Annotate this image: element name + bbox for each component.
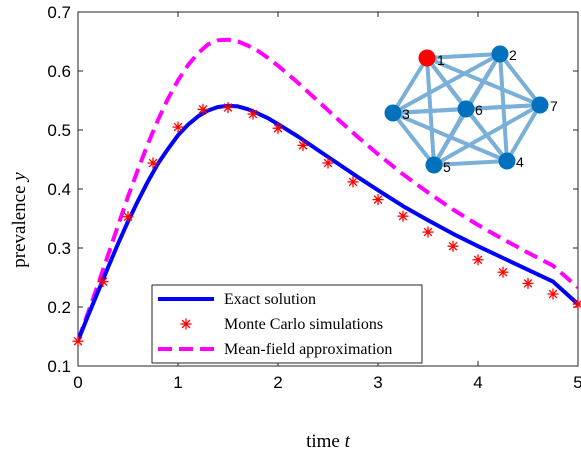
network-node-4 — [498, 152, 516, 170]
monte-carlo-point — [272, 122, 284, 134]
y-tick-label: 0.4 — [47, 180, 71, 199]
x-tick-label: 4 — [473, 373, 482, 392]
network-edge — [465, 103, 541, 111]
network-node-label: 4 — [516, 154, 524, 170]
network-edge — [433, 159, 508, 167]
network-edge — [426, 52, 501, 60]
network-node-1 — [418, 49, 436, 67]
network-node-5 — [425, 156, 443, 174]
network-edge — [433, 103, 541, 167]
x-axis-label: time t — [306, 431, 351, 452]
network-node-6 — [457, 100, 475, 118]
monte-carlo-point — [97, 276, 109, 288]
monte-carlo-point — [72, 335, 84, 347]
network-node-label: 3 — [402, 106, 410, 122]
monte-carlo-point — [372, 194, 384, 206]
x-tick-label: 2 — [273, 373, 282, 392]
network-edge — [391, 111, 436, 167]
monte-carlo-point — [447, 240, 459, 252]
monte-carlo-point — [522, 277, 534, 289]
network-node-7 — [531, 96, 549, 114]
monte-carlo-point — [547, 288, 559, 300]
network-node-label: 5 — [443, 159, 451, 175]
series-mean-field-approximation — [78, 37, 578, 342]
monte-carlo-point — [472, 254, 484, 266]
series-exact-solution — [78, 103, 578, 342]
monte-carlo-point — [297, 139, 309, 151]
x-tick-label: 3 — [373, 373, 382, 392]
plot-curves — [72, 37, 581, 347]
monte-carlo-point — [497, 266, 509, 278]
y-tick-label: 0.5 — [47, 121, 71, 140]
network-node-3 — [384, 104, 402, 122]
network-node-label: 1 — [437, 52, 445, 68]
monte-carlo-point — [197, 103, 209, 115]
y-tick-label: 0.7 — [47, 3, 71, 22]
monte-carlo-point — [222, 102, 234, 114]
tick-labels: 0 1 2 3 4 5 0.1 0.2 0.3 0.4 0.5 0.6 0.7 — [47, 3, 581, 392]
legend: Exact solution Monte Carlo simulations Mea… — [151, 284, 423, 364]
monte-carlo-point — [172, 121, 184, 133]
network-node-label: 2 — [509, 47, 517, 63]
network-edge — [505, 103, 542, 163]
legend-label: Monte Carlo simulations — [224, 316, 383, 333]
monte-carlo-point — [322, 157, 334, 169]
network-edges — [391, 52, 542, 167]
network-inset: 1 2 3 4 5 6 7 — [384, 45, 558, 175]
plot-axes — [77, 11, 579, 367]
network-node-label: 6 — [475, 102, 483, 118]
x-tick-label: 5 — [573, 373, 581, 392]
y-tick-label: 0.3 — [47, 239, 71, 258]
network-node-2 — [491, 45, 509, 63]
network-edge — [392, 52, 501, 115]
monte-carlo-point — [122, 211, 134, 223]
network-node-label: 7 — [550, 98, 558, 114]
x-tick-label: 1 — [173, 373, 182, 392]
y-axis-label: prevalence y — [9, 172, 30, 268]
monte-carlo-point — [247, 108, 259, 120]
network-edge — [498, 52, 542, 107]
legend-label: Exact solution — [224, 291, 316, 308]
y-tick-label: 0.1 — [47, 357, 71, 376]
y-tick-label: 0.6 — [47, 62, 71, 81]
y-tick-label: 0.2 — [47, 298, 71, 317]
network-edge — [464, 52, 502, 111]
legend-swatch-monte-carlo — [180, 318, 192, 330]
network-edge — [432, 108, 468, 166]
legend-label: Mean-field approximation — [224, 341, 392, 358]
monte-carlo-point — [147, 157, 159, 169]
monte-carlo-point — [347, 176, 359, 188]
monte-carlo-point — [422, 226, 434, 238]
network-edge — [391, 56, 429, 115]
x-tick-label: 0 — [73, 373, 82, 392]
monte-carlo-point — [397, 210, 409, 222]
